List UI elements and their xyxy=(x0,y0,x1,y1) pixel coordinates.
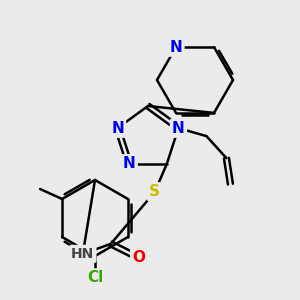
Text: HN: HN xyxy=(71,247,94,261)
Text: N: N xyxy=(123,156,136,171)
Text: N: N xyxy=(172,121,185,136)
Text: S: S xyxy=(149,184,160,200)
Text: O: O xyxy=(132,250,145,266)
Text: N: N xyxy=(111,121,124,136)
Text: N: N xyxy=(169,40,182,55)
Text: Cl: Cl xyxy=(87,271,103,286)
